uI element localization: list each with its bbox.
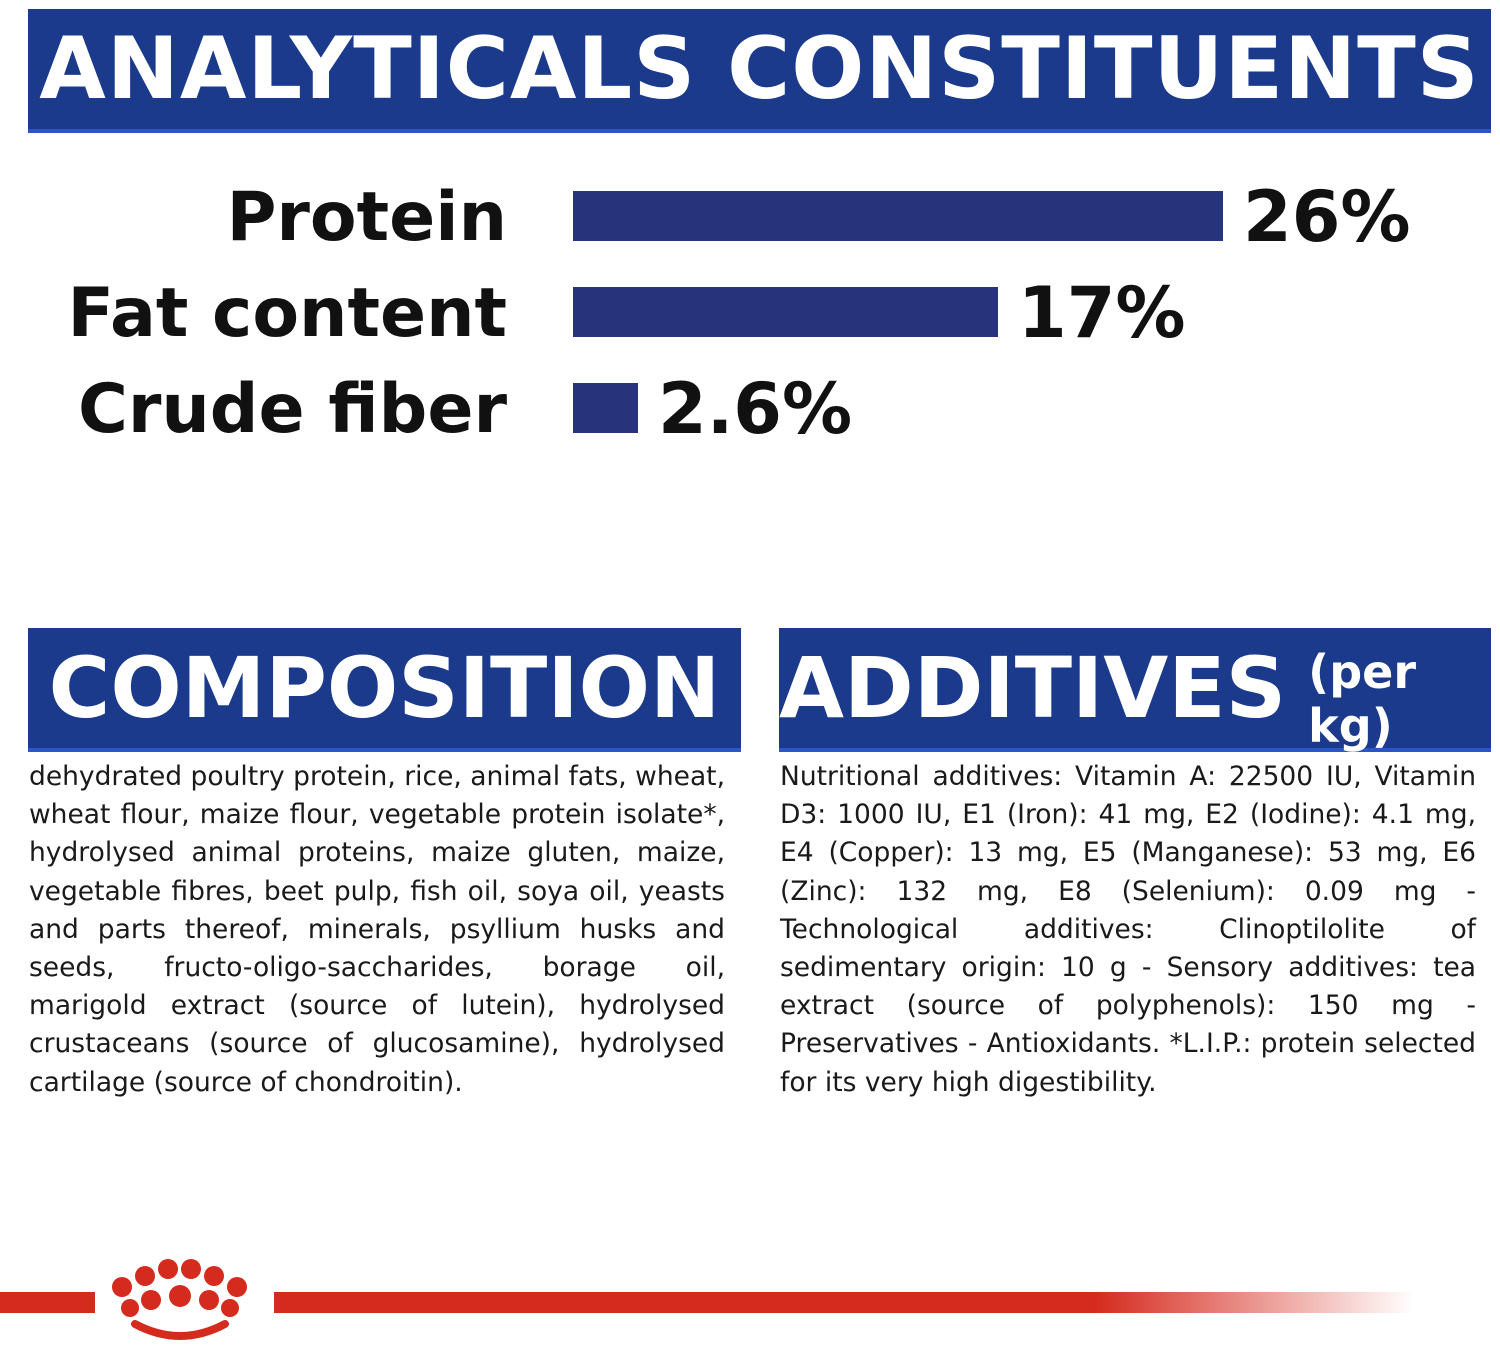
bar [573, 383, 638, 433]
footer-right-line [274, 1292, 1414, 1313]
footer-left-line [0, 1292, 95, 1313]
footer-brand-strip [0, 1259, 1414, 1340]
additives-subtitle: (per kg) [1308, 645, 1417, 753]
additives-banner: ADDITIVES (per kg) [779, 628, 1491, 753]
bar-value-label: 2.6% [658, 368, 852, 450]
bar-value-label: 26% [1243, 176, 1411, 258]
crown-logo-icon [112, 1259, 247, 1340]
analyticals-bar-chart: Protein 26% Fat content 17% Crude fiber 2.6% [67, 176, 1411, 450]
composition-title: COMPOSITION [48, 639, 721, 737]
bar [573, 191, 1223, 241]
bar-category-label: Protein [227, 178, 507, 257]
additives-text: Nutritional additives: Vitamin A: 22500 … [780, 761, 1476, 1098]
composition-text: dehydrated poultry protein, rice, animal… [29, 761, 725, 1098]
additives-title: ADDITIVES [779, 639, 1287, 737]
composition-banner: COMPOSITION [28, 628, 741, 752]
analyticals-title: ANALYTICALS CONSTITUENTS [39, 19, 1480, 119]
bar-category-label: Fat content [67, 274, 507, 353]
bar-category-label: Crude fiber [78, 370, 508, 449]
bar [573, 287, 998, 337]
bar-value-label: 17% [1018, 272, 1186, 354]
analyticals-banner: ANALYTICALS CONSTITUENTS [28, 9, 1491, 133]
